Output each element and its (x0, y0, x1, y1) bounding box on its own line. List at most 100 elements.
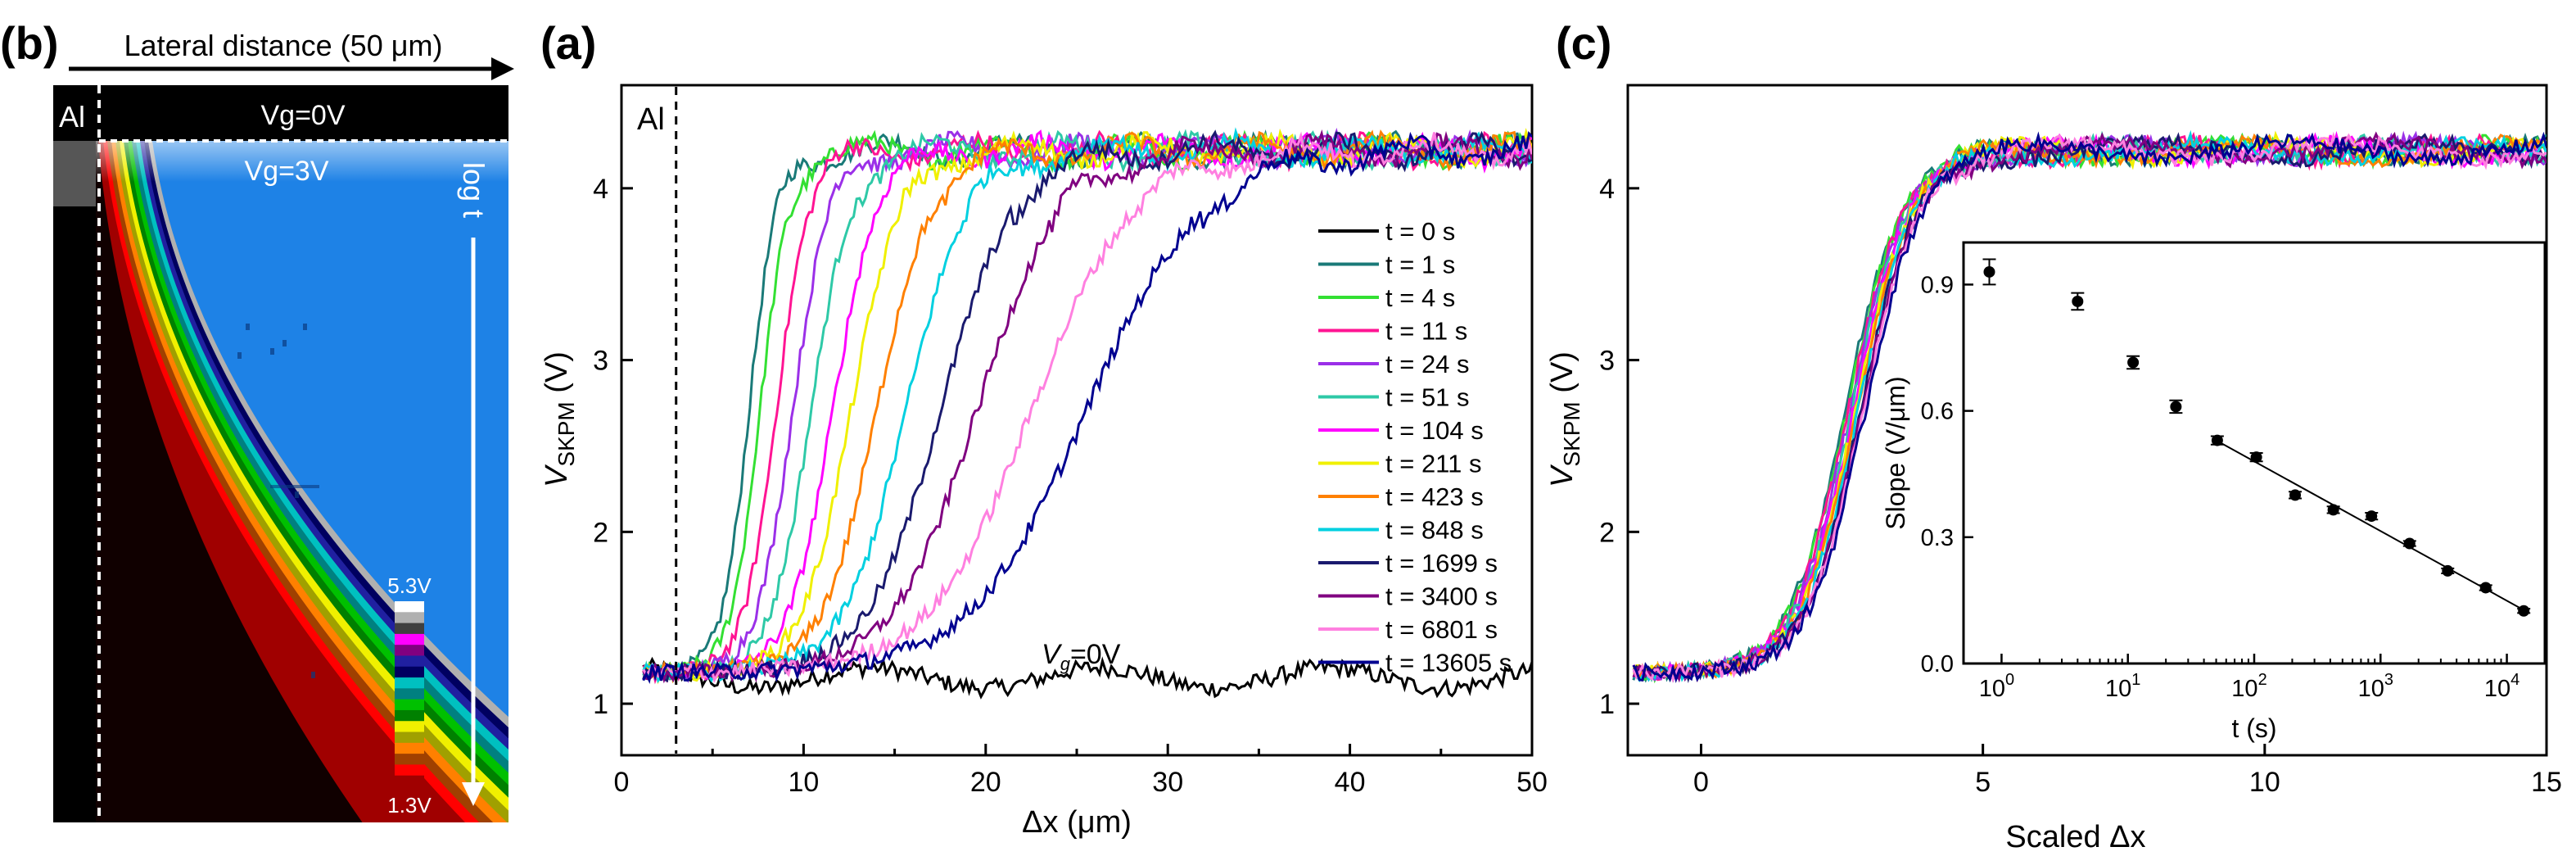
al-electrode-glow (53, 141, 96, 206)
panel-c-letter: (c) (1556, 17, 1611, 69)
colorbar-segment-2 (395, 623, 424, 635)
inset-y-tick-label: 0.3 (1921, 525, 1954, 551)
colorbar-segment-4 (395, 645, 424, 656)
colorbar-segment-5 (395, 655, 424, 668)
colorbar-max-label: 5.3V (387, 573, 432, 598)
time-arrow-head (462, 782, 485, 806)
inset-plot (1982, 258, 2531, 617)
panel-b-letter: (b) (0, 17, 59, 69)
panel-c-y-tick-label: 1 (1599, 689, 1615, 720)
colorbar-segment-11 (395, 721, 424, 733)
panel-a-curves (642, 127, 1532, 700)
legend-label-7: t = 211 s (1385, 450, 1481, 478)
legend-label-12: t = 6801 s (1385, 615, 1498, 644)
legend-label-4: t = 24 s (1385, 350, 1470, 378)
legend-label-2: t = 4 s (1385, 283, 1455, 312)
colorbar-segment-15 (395, 764, 424, 777)
inset-point-5 (2250, 451, 2262, 464)
inset-point-8 (2366, 510, 2378, 523)
inset-ticks: 0.0 0.3 0.6 0.9 100 101 102 103 104 (1921, 272, 2546, 702)
legend-label-5: t = 51 s (1385, 383, 1470, 412)
panel-c-y-tick-label: 3 (1599, 346, 1615, 377)
panel-c-series-13 (1632, 131, 2547, 684)
panel-a-y-tick-label: 4 (593, 174, 608, 205)
map-al-label: Al (59, 100, 85, 134)
colorbar-segment-14 (395, 754, 424, 765)
colorbar-segment-9 (395, 699, 424, 711)
inset-x-tick-label: 103 (2358, 671, 2393, 702)
vg-bottom-label: Vg=3V (244, 156, 328, 187)
panel-c-curves (1632, 129, 2547, 684)
colorbar (395, 601, 424, 787)
colorbar-min-label: 1.3V (387, 793, 432, 818)
inset-x-tick-label: 102 (2231, 671, 2266, 702)
legend-label-13: t = 13605 s (1385, 649, 1512, 677)
panel-c-x-tick-label: 0 (1693, 767, 1709, 798)
inset-y-tick-label: 0.0 (1921, 651, 1954, 677)
inset-fit-line (2216, 439, 2530, 614)
legend-label-9: t = 848 s (1385, 516, 1484, 545)
inset-y-tick-label: 0.9 (1921, 272, 1954, 298)
colorbar-segment-12 (395, 731, 424, 744)
panel-a-x-tick-label: 20 (970, 767, 1001, 798)
panel-c-y-tick-label: 4 (1599, 174, 1615, 205)
panel-a-y-label: VSKPM (V) (540, 351, 579, 487)
legend-label-8: t = 423 s (1385, 482, 1484, 511)
panel-a-vg-annotation: Vg=0V (1042, 639, 1121, 674)
inset-x-tick-label: 104 (2484, 671, 2520, 702)
panel-a-y-tick-label: 3 (593, 346, 608, 377)
legend-label-3: t = 11 s (1385, 317, 1467, 346)
inset-point-11 (2479, 582, 2492, 594)
inset-point-3 (2170, 401, 2182, 413)
panel-c-x-tick-label: 15 (2531, 767, 2562, 798)
inset-point-9 (2403, 537, 2416, 550)
colorbar-segment-8 (395, 688, 424, 700)
inset-point-10 (2442, 564, 2454, 577)
inset-point-12 (2518, 605, 2530, 617)
panel-a-series-0 (642, 655, 1532, 700)
panel-a-legend: t = 0 s t = 1 s t = 4 s t = 11 s t = 24 s t =… (1318, 217, 1512, 677)
inset-point-0 (1983, 265, 1995, 278)
legend-label-0: t = 0 s (1385, 217, 1455, 246)
colorbar-segment-13 (395, 742, 424, 754)
inset-point-1 (2072, 295, 2084, 307)
colorbar-segment-7 (395, 677, 424, 689)
vg-top-label: Vg=0V (260, 100, 345, 131)
panel-c-y-label: VSKPM (V) (1545, 351, 1584, 487)
panel-a-x-tick-label: 10 (788, 767, 819, 798)
log-t-label: log t (457, 162, 490, 218)
inset-y-label: Slope (V/μm) (1881, 376, 1910, 529)
colorbar-segment-6 (395, 666, 424, 678)
panel-a-al-label: Al (637, 102, 665, 137)
panel-a-letter: (a) (540, 17, 596, 69)
panel-c-ticks: 0 5 10 15 1 2 3 4 (1599, 174, 2562, 798)
map-fade (53, 141, 508, 822)
legend-label-10: t = 1699 s (1385, 549, 1498, 577)
colorbar-segment-16 (395, 775, 424, 787)
panel-c-x-tick-label: 5 (1975, 767, 1991, 798)
legend-label-1: t = 1 s (1385, 251, 1455, 279)
panel-a-series-13 (642, 131, 1532, 686)
panel-c-y-tick-label: 2 (1599, 517, 1615, 548)
colorbar-segment-1 (395, 612, 424, 624)
colorbar-segment-3 (395, 633, 424, 645)
panel-a-x-tick-label: 40 (1335, 767, 1366, 798)
colorbar-segment-0 (395, 601, 424, 613)
panel-a-x-tick-label: 50 (1516, 767, 1548, 798)
al-electrode-region (53, 141, 96, 822)
inset-point-4 (2211, 434, 2223, 446)
panel-c-x-label: Scaled Δx (2005, 820, 2145, 854)
panel-a-y-tick-label: 1 (593, 689, 608, 720)
panel-c-axes-frame (1626, 84, 2548, 757)
inset-y-tick-label: 0.6 (1921, 399, 1954, 425)
inset-x-tick-label: 101 (2105, 671, 2140, 702)
panel-a-y-tick-label: 2 (593, 517, 608, 548)
lateral-distance-label: Lateral distance (50 μm) (124, 29, 443, 62)
inset-point-2 (2127, 356, 2140, 369)
panel-a-x-label: Δx (μm) (1022, 805, 1132, 840)
inset-point-7 (2327, 504, 2339, 516)
panel-a-ticks: 0 10 20 30 40 50 1 2 3 4 (593, 174, 1548, 798)
